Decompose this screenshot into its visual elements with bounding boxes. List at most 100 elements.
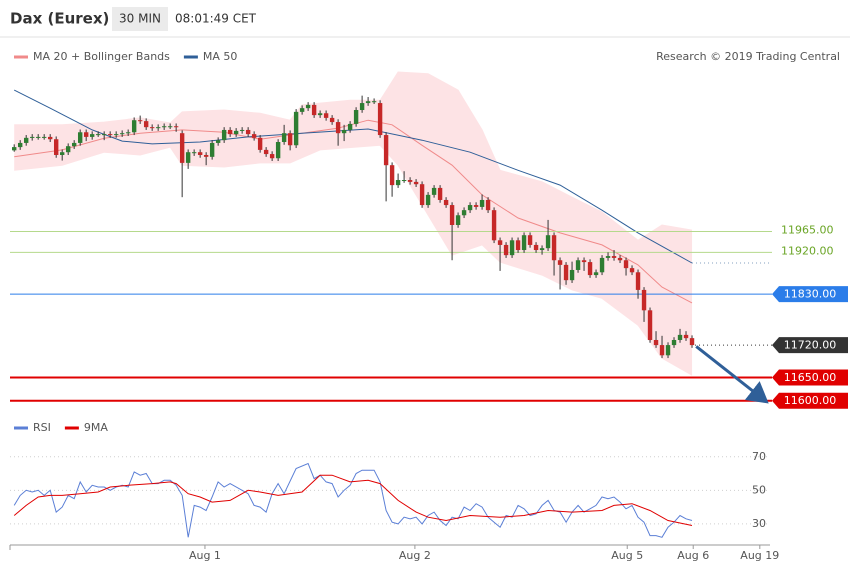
candle-body	[689, 338, 695, 346]
candle-body	[287, 133, 293, 146]
candle-body	[329, 117, 335, 123]
instrument-title: Dax (Eurex)	[10, 10, 109, 28]
y-tick-label: 70	[752, 450, 766, 463]
candle-body	[11, 147, 17, 151]
candle-body	[419, 184, 425, 206]
candle-body	[167, 126, 173, 128]
candle-body	[359, 103, 365, 111]
candle-body	[119, 133, 125, 135]
candle-body	[71, 142, 77, 147]
level-label: 11965.00	[781, 223, 834, 236]
candle-body	[449, 205, 455, 225]
level-label-box	[772, 392, 848, 409]
candle-body	[461, 210, 467, 216]
candle-body	[209, 142, 215, 157]
x-tick-label: Aug 6	[677, 549, 709, 562]
candle-body	[425, 194, 431, 206]
legend-label: MA 20 + Bollinger Bands	[33, 50, 170, 63]
candle-body	[383, 135, 389, 166]
candle-body	[659, 345, 665, 356]
candle-body	[665, 345, 671, 356]
candle-body	[185, 152, 191, 163]
candle-body	[35, 136, 41, 138]
candle-body	[593, 272, 599, 276]
forecast-arrow	[695, 345, 769, 404]
candle-body	[479, 199, 485, 207]
indicator-line	[13, 474, 693, 526]
candle-body	[281, 133, 287, 143]
candle-body	[467, 205, 473, 211]
candle-body	[107, 134, 113, 136]
candle-body	[17, 142, 23, 148]
candle-body	[605, 256, 611, 258]
candle-body	[623, 260, 629, 269]
candle-body	[257, 137, 263, 150]
candle-body	[455, 215, 461, 225]
candle-body	[29, 136, 35, 138]
candle-body	[509, 240, 515, 256]
candle-body	[53, 139, 59, 155]
candle-body	[221, 129, 227, 141]
level-label: 11650.00	[784, 371, 837, 384]
candle-body	[77, 132, 83, 143]
candle-body	[683, 334, 689, 339]
candle-body	[443, 199, 449, 206]
candle-body	[191, 152, 197, 154]
candle-body	[137, 120, 143, 122]
moving-average	[13, 89, 693, 264]
candle-body	[641, 289, 647, 311]
candle-body	[215, 140, 221, 143]
level-label-box	[772, 337, 848, 354]
y-tick-label: 30	[752, 517, 766, 530]
candle-body	[89, 134, 95, 137]
candle-body	[671, 339, 677, 346]
interval[interactable]: 30 MIN	[119, 12, 161, 26]
candle-body	[65, 146, 71, 153]
candle-body	[437, 187, 443, 200]
candle-body	[401, 180, 407, 182]
candle-body	[113, 134, 119, 136]
candle-body	[515, 240, 521, 251]
candle-body	[569, 269, 575, 281]
candle-body	[143, 121, 149, 128]
candle-body	[251, 134, 257, 138]
y-tick-label: 50	[752, 483, 766, 496]
candle-body	[269, 154, 275, 159]
candle-body	[131, 120, 137, 133]
candle-body	[179, 133, 185, 163]
level-label-box	[772, 369, 848, 386]
candle-body	[239, 129, 245, 131]
candle-body	[95, 134, 101, 136]
candle-body	[533, 244, 539, 251]
x-tick-label: Aug 2	[399, 549, 431, 562]
candle-body	[101, 134, 107, 136]
legend-label: MA 50	[203, 50, 238, 63]
candle-body	[413, 181, 419, 185]
candle-body	[485, 199, 491, 211]
candle-body	[629, 268, 635, 273]
candle-body	[407, 180, 413, 182]
candle-body	[353, 110, 359, 124]
candle-body	[395, 180, 401, 186]
candle-body	[47, 136, 53, 140]
candle-body	[161, 126, 167, 128]
candle-body	[317, 113, 323, 116]
interval-box[interactable]	[112, 7, 168, 31]
candle-body	[389, 165, 395, 186]
candle-body	[521, 235, 527, 251]
candle-body	[617, 257, 623, 261]
candle-body	[335, 122, 341, 134]
x-tick-label: Aug 5	[611, 549, 643, 562]
candle-body	[377, 103, 383, 136]
level-label: 11830.00	[784, 288, 837, 301]
candle-body	[677, 334, 683, 340]
candle-body	[203, 154, 209, 157]
clock-time: 08:01:49 CET	[175, 12, 257, 26]
candle-body	[551, 235, 557, 261]
candle-body	[371, 101, 377, 103]
candle-body	[653, 339, 659, 346]
level-label: 11720.00	[784, 339, 837, 352]
candle-body	[563, 264, 569, 281]
